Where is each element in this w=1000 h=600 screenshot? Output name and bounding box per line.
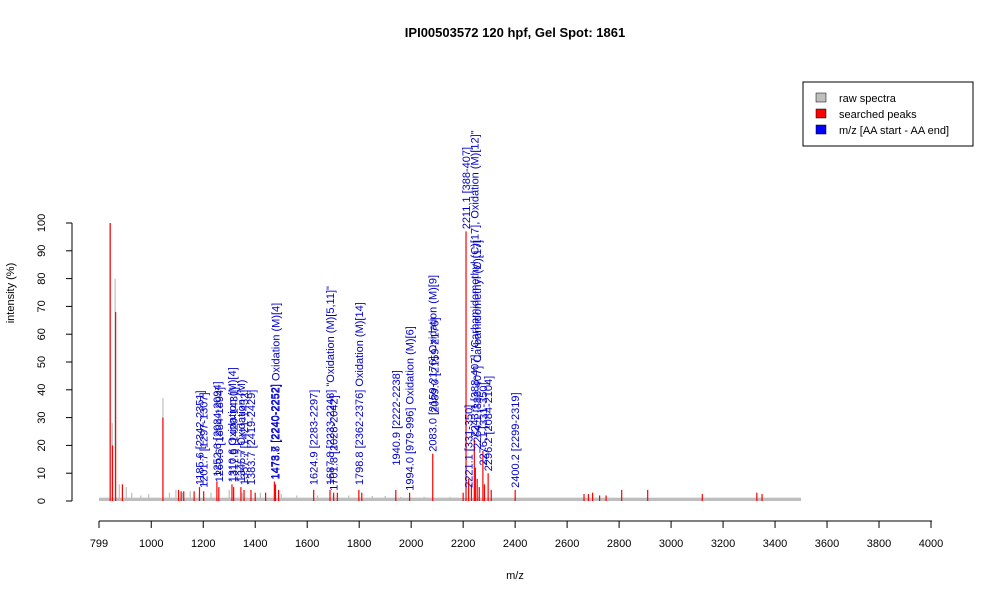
legend-label-labels: m/z [AA start - AA end] — [839, 125, 949, 137]
x-tick-label-11: 3000 — [659, 538, 683, 550]
peak-label-5: 1317.6 [1420-1431] — [229, 387, 241, 482]
x-tick-label-1: 1000 — [139, 538, 163, 550]
y-tick-label-9: 90 — [36, 245, 48, 257]
peak-label-17: 2083.0 [2159-2176] Oxidation (M)[9] — [428, 275, 440, 452]
peak-labels: 1185.6 [2342-2351]1201.7 [1297-1307] 1252… — [195, 130, 523, 490]
peak-label-6: 1345.7 Oxidation (M) — [236, 380, 248, 483]
x-tick-label-13: 3400 — [763, 538, 787, 550]
x-tick-label-8: 2400 — [503, 538, 527, 550]
peak-label-23: 2276.1 [331-350] — [478, 382, 490, 465]
legend-swatch-peaks — [815, 108, 827, 119]
legend-swatch-raw — [815, 92, 827, 103]
legend-label-raw: raw spectra — [839, 93, 897, 105]
peak-label-15: 1940.9 [2222-2238] — [391, 370, 403, 465]
x-tick-label-6: 2000 — [399, 538, 423, 550]
x-tick-label-9: 2600 — [555, 538, 579, 550]
peak-label-14: 1798.8 [2362-2376] Oxidation (M)[14] — [354, 302, 366, 485]
peak-label-2: 1252.6 [2084-2094] — [212, 381, 224, 476]
y-tick-label-0: 0 — [36, 498, 48, 504]
peak-label-3: 1260.6 [1884-1894] — [214, 387, 226, 482]
peak-label-19: 2211.1 [388-407] — [461, 147, 473, 229]
peak-label-7: 1357.7 [1421-1432] — [239, 390, 251, 485]
x-tick-label-15: 3800 — [867, 538, 891, 550]
x-tick-label-16: 4000 — [919, 538, 943, 550]
y-tick-label-8: 80 — [36, 272, 48, 284]
legend-box — [802, 81, 974, 147]
peak-label-9: 1473.7 [2240-2252] — [269, 384, 281, 479]
x-tick-label-12: 3200 — [711, 538, 735, 550]
peak-label-13: 1701.8 [2028-2042] — [329, 395, 341, 490]
legend: raw spectra searched peaks m/z [AA start… — [802, 81, 974, 147]
x-tick-label-3: 1400 — [243, 538, 267, 550]
chart-title: IPI00503572 120 hpf, Gel Spot: 1861 — [405, 25, 625, 40]
legend-swatch-labels — [815, 124, 827, 135]
x-tick-label-0: 799 — [90, 538, 108, 550]
peak-label-21: 2243.1 [388-407] "Carbamidomethyl (C)[17… — [469, 130, 481, 437]
peak-label-4: 1310.6 Oxidation (M)[4] — [227, 367, 239, 482]
y-axis-ticks: 0 10 20 30 40 50 60 70 80 90 100 — [36, 214, 72, 504]
y-tick-label-2: 20 — [36, 439, 48, 451]
peak-label-22: 2254.1 [388-407] Carbamidomethyl (C)[17] — [472, 240, 484, 449]
y-tick-label-5: 50 — [36, 356, 48, 368]
peak-label-25: 2400.2 [2299-2319] — [510, 392, 522, 487]
peak-label-1: 1201.7 [1297-1307] — [199, 392, 211, 487]
x-tick-label-4: 1600 — [295, 538, 319, 550]
y-tick-label-3: 30 — [36, 411, 48, 423]
y-tick-label-1: 10 — [36, 467, 48, 479]
y-tick-label-6: 60 — [36, 328, 48, 340]
searched-peaks — [109, 223, 763, 501]
legend-label-peaks: searched peaks — [839, 109, 917, 121]
peak-label-24: 2296.2 [2084-2104] — [483, 376, 495, 471]
y-axis-label: intensity (%) — [5, 263, 17, 324]
peak-label-8: 1383.7 [2419-2429] — [246, 390, 258, 485]
x-tick-label-2: 1200 — [191, 538, 215, 550]
peak-label-0: 1185.6 [2342-2351] — [195, 390, 207, 485]
x-axis-ticks: 799 1000 1200 1400 1600 1800 2000 2200 2400 2600 2… — [90, 521, 943, 550]
x-tick-label-5: 1800 — [347, 538, 371, 550]
x-tick-label-14: 3600 — [815, 538, 839, 550]
y-tick-label-4: 40 — [36, 384, 48, 396]
x-tick-label-10: 2800 — [607, 538, 631, 550]
peak-label-16: 1994.0 [979-996] Oxidation (M)[6] — [405, 326, 417, 490]
x-axis-label: m/z — [506, 570, 524, 582]
peak-label-10: 1478.8 [2240-2252] Oxidation (M)[4] — [271, 303, 283, 480]
peak-label-18: 2089.0 [2159-2176] — [429, 317, 441, 412]
y-tick-label-10: 100 — [36, 214, 48, 232]
peak-label-12: 1687.8 [2233-2248] "Oxidation (M)[5,11]" — [325, 286, 337, 485]
x-tick-label-7: 2200 — [451, 538, 475, 550]
y-tick-label-7: 70 — [36, 300, 48, 312]
peak-label-11: 1624.9 [2283-2297] — [309, 390, 321, 485]
peak-label-20: 2221.1 [331-350] — [464, 405, 476, 488]
